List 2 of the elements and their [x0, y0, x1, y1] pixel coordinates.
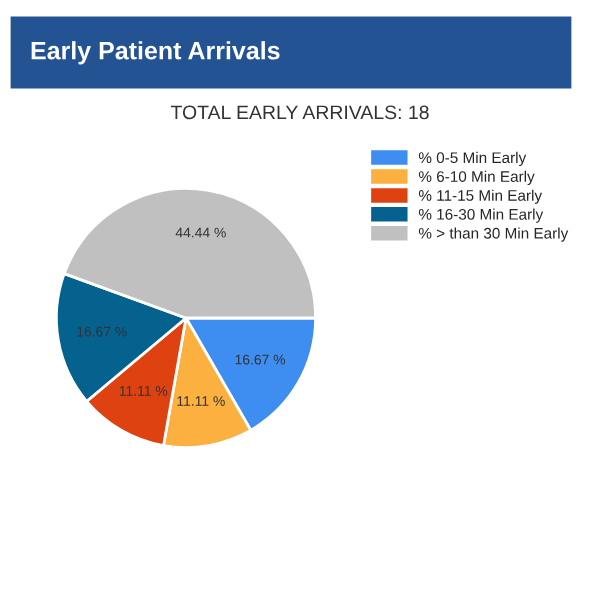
chart-subtitle: TOTAL EARLY ARRIVALS: 18 — [170, 105, 429, 120]
chart-title: Early Patient Arrivals — [31, 41, 280, 65]
